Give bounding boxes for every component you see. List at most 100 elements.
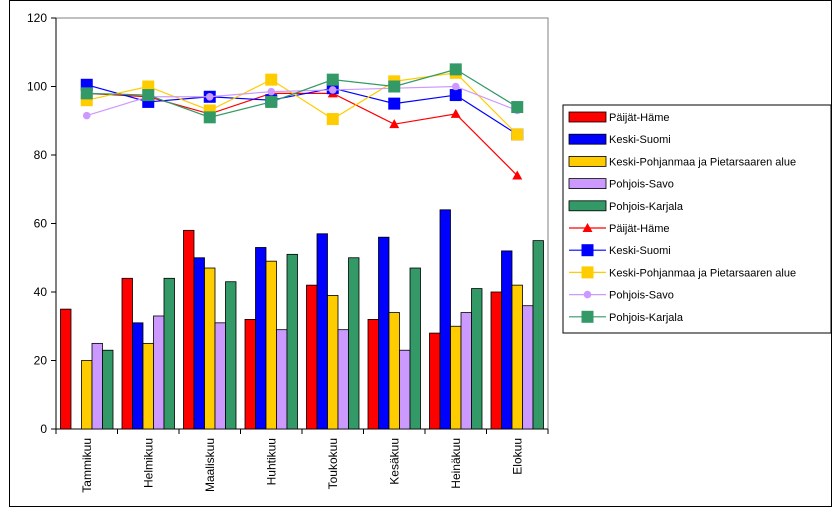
bar-2-8 [501,250,513,430]
bar-4-1 [91,342,103,430]
legend-label: Pohjois-Karjala [609,312,684,324]
bar-2-5 [316,233,328,430]
bar-4-5 [337,329,349,430]
bar-1-7 [429,332,441,430]
bar-1-8 [490,291,502,430]
bar-2-2 [132,322,144,430]
point-4-5 [328,86,337,94]
point-3-5 [326,113,339,126]
legend-label: Keski-Pohjanmaa ja Pietarsaaren alue [609,156,796,168]
bar-1-3 [183,229,195,430]
y-tick-label: 120 [27,11,47,25]
point-1-7 [450,108,461,118]
point-4-7 [451,82,460,91]
legend-marker-1 [582,223,593,232]
bar-3-6 [388,312,400,430]
bar-3-1 [81,360,93,430]
legend-marker-2 [581,244,594,257]
bar-1-2 [121,277,133,430]
legend-marker-5 [581,310,594,323]
bar-1-4 [244,318,256,430]
bar-5-4 [286,253,298,430]
bar-2-4 [255,247,267,430]
point-2-6 [388,97,401,110]
bar-5-5 [348,257,360,430]
bar-3-2 [142,342,154,430]
legend-label: Päijät-Häme [609,112,670,124]
bar-1-6 [367,318,379,430]
x-tick-label: Helmikuu [141,438,155,488]
point-1-6 [389,119,400,129]
y-tick-label: 60 [34,217,48,231]
bar-5-3 [225,281,237,430]
line-1 [86,92,518,176]
bar-4-4 [276,329,288,430]
line-5 [86,68,518,118]
bar-5-1 [102,349,114,430]
point-1-8 [512,170,523,180]
line-3 [86,72,518,135]
bar-5-7 [471,288,483,430]
y-tick-label: 100 [27,80,47,94]
bar-3-8 [511,284,523,430]
bar-5-6 [409,267,421,430]
point-4-4 [267,87,276,96]
legend-box [562,104,832,334]
bar-1-1 [60,308,72,430]
legend-label: Keski-Pohjanmaa ja Pietarsaaren alue [609,267,796,279]
bar-3-3 [204,267,216,430]
legend-marker-3 [581,266,594,279]
point-5-4 [265,95,278,108]
x-tick-label: Heinäkuu [449,438,463,489]
point-4-3 [205,92,214,101]
point-5-5 [326,73,339,86]
bar-4-6 [399,349,411,430]
x-tick-label: Maaliskuu [203,438,217,492]
legend-swatch-bar-1 [568,111,607,123]
x-tick-label: Tammikuu [80,438,94,493]
bar-3-7 [450,325,462,430]
legend-swatch-bar-5 [568,200,607,212]
bar-4-2 [153,315,165,430]
legend-swatch-bar-4 [568,178,607,190]
bar-2-7 [439,209,451,430]
point-5-2 [142,89,155,102]
point-5-3 [203,111,216,124]
line-2 [86,84,518,135]
bar-4-8 [522,305,534,430]
bar-5-8 [532,240,544,430]
legend-label: Keski-Suomi [609,134,671,146]
x-tick-label: Kesäkuu [387,438,401,485]
legend-label: Keski-Suomi [609,245,671,257]
point-5-7 [449,63,462,76]
bar-1-5 [306,284,318,430]
point-5-8 [511,101,524,114]
legend-label: Päijät-Häme [609,223,670,235]
bar-4-3 [214,322,226,430]
bar-3-4 [265,260,277,430]
legend-label: Pohjois-Savo [609,179,674,191]
x-tick-label: Elokuu [510,438,524,475]
point-4-1 [82,111,91,120]
legend-label: Pohjois-Karjala [609,201,684,213]
y-tick-label: 80 [34,148,48,162]
bar-3-5 [327,295,339,430]
point-2-7 [449,89,462,102]
legend-label: Pohjois-Savo [609,290,674,302]
legend-swatch-bar-2 [568,133,607,145]
x-tick-label: Toukokuu [326,438,340,489]
x-tick-label: Huhtikuu [264,438,278,485]
bar-5-2 [163,277,175,430]
bar-2-6 [378,236,390,430]
bar-2-3 [193,257,205,430]
bar-4-7 [460,312,472,430]
legend-swatch-bar-3 [568,155,607,167]
y-tick-label: 0 [40,422,47,436]
point-5-6 [388,80,401,93]
point-3-4 [265,73,278,86]
point-3-8 [511,128,524,141]
legend-marker-4 [583,290,592,299]
y-tick-label: 40 [34,285,48,299]
